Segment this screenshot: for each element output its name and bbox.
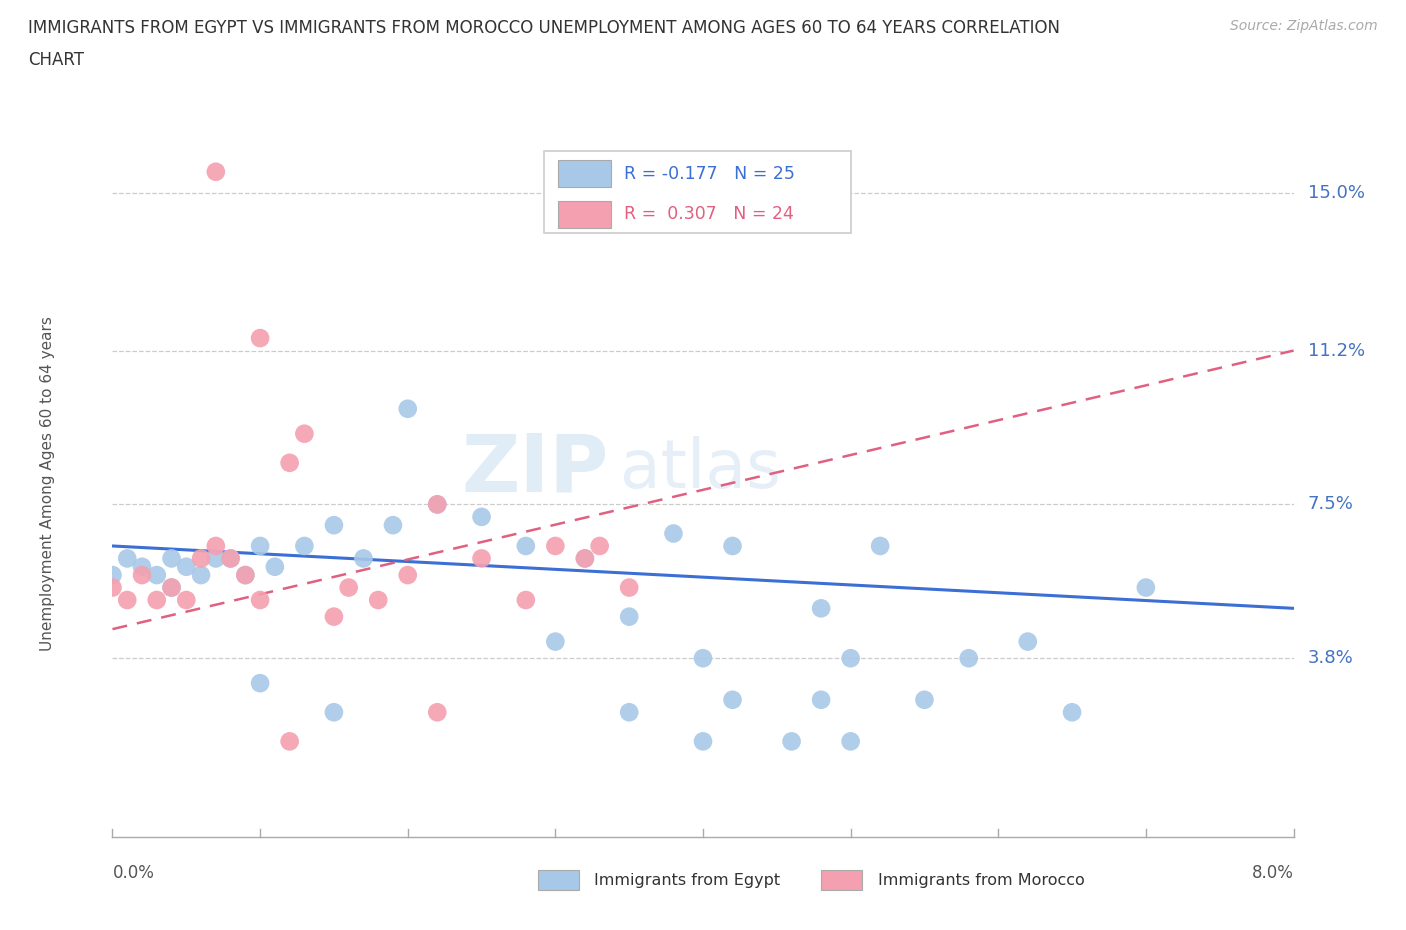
Point bbox=[219, 551, 242, 565]
Point bbox=[588, 538, 610, 553]
Point bbox=[117, 592, 138, 607]
Point bbox=[249, 538, 271, 553]
Text: atlas: atlas bbox=[620, 436, 782, 502]
Text: 11.2%: 11.2% bbox=[1308, 341, 1365, 360]
Point bbox=[810, 601, 832, 616]
Point bbox=[367, 592, 389, 607]
Point bbox=[264, 559, 287, 574]
Text: Source: ZipAtlas.com: Source: ZipAtlas.com bbox=[1230, 19, 1378, 33]
Point bbox=[1017, 634, 1039, 649]
Point bbox=[619, 609, 641, 624]
Point bbox=[619, 705, 641, 720]
Point bbox=[839, 734, 862, 749]
FancyBboxPatch shape bbox=[537, 870, 579, 890]
Text: 15.0%: 15.0% bbox=[1308, 183, 1365, 202]
Text: IMMIGRANTS FROM EGYPT VS IMMIGRANTS FROM MOROCCO UNEMPLOYMENT AMONG AGES 60 TO 6: IMMIGRANTS FROM EGYPT VS IMMIGRANTS FROM… bbox=[28, 19, 1060, 36]
Point bbox=[839, 651, 862, 666]
Point bbox=[146, 567, 169, 582]
Text: Immigrants from Morocco: Immigrants from Morocco bbox=[877, 872, 1084, 887]
Point bbox=[323, 705, 346, 720]
Point bbox=[160, 551, 183, 565]
FancyBboxPatch shape bbox=[821, 870, 862, 890]
Point bbox=[101, 567, 124, 582]
Point bbox=[692, 734, 714, 749]
Text: 3.8%: 3.8% bbox=[1308, 649, 1354, 667]
Point bbox=[471, 551, 494, 565]
Point bbox=[292, 426, 315, 441]
Text: 7.5%: 7.5% bbox=[1308, 496, 1354, 513]
Point bbox=[1135, 580, 1157, 595]
Point bbox=[131, 567, 153, 582]
Point bbox=[471, 510, 494, 525]
Point bbox=[190, 567, 212, 582]
Point bbox=[426, 497, 449, 512]
Point bbox=[219, 551, 242, 565]
Point bbox=[574, 551, 596, 565]
Point bbox=[869, 538, 891, 553]
FancyBboxPatch shape bbox=[558, 201, 610, 228]
Point bbox=[174, 559, 197, 574]
Point bbox=[337, 580, 360, 595]
Text: ZIP: ZIP bbox=[461, 431, 609, 509]
Point bbox=[721, 538, 744, 553]
Point bbox=[160, 580, 183, 595]
Point bbox=[692, 651, 714, 666]
Point bbox=[292, 538, 315, 553]
Point bbox=[780, 734, 803, 749]
Point bbox=[721, 692, 744, 707]
Point bbox=[160, 580, 183, 595]
Point bbox=[131, 559, 153, 574]
Point bbox=[233, 567, 256, 582]
Point bbox=[914, 692, 936, 707]
Point bbox=[233, 567, 256, 582]
Text: Immigrants from Egypt: Immigrants from Egypt bbox=[595, 872, 780, 887]
Point bbox=[117, 551, 138, 565]
Point bbox=[426, 497, 449, 512]
Text: 0.0%: 0.0% bbox=[112, 864, 155, 882]
Point bbox=[249, 592, 271, 607]
Point bbox=[515, 538, 537, 553]
Text: R = -0.177   N = 25: R = -0.177 N = 25 bbox=[624, 165, 794, 183]
Point bbox=[810, 692, 832, 707]
Text: R =  0.307   N = 24: R = 0.307 N = 24 bbox=[624, 206, 794, 223]
Point bbox=[174, 592, 197, 607]
Point bbox=[249, 676, 271, 691]
Point bbox=[352, 551, 374, 565]
Text: CHART: CHART bbox=[28, 51, 84, 69]
Point bbox=[146, 592, 169, 607]
Point bbox=[574, 551, 596, 565]
Point bbox=[544, 634, 567, 649]
Point bbox=[278, 734, 301, 749]
Point bbox=[515, 592, 537, 607]
FancyBboxPatch shape bbox=[544, 152, 851, 232]
FancyBboxPatch shape bbox=[558, 160, 610, 187]
Point bbox=[190, 551, 212, 565]
Point bbox=[1062, 705, 1084, 720]
Point bbox=[323, 609, 346, 624]
Point bbox=[205, 538, 228, 553]
Point bbox=[278, 456, 301, 471]
Point bbox=[544, 538, 567, 553]
Point bbox=[619, 580, 641, 595]
Point bbox=[249, 331, 271, 346]
Point bbox=[662, 526, 685, 541]
Point bbox=[957, 651, 980, 666]
Point bbox=[205, 551, 228, 565]
Point bbox=[205, 165, 228, 179]
Text: 8.0%: 8.0% bbox=[1251, 864, 1294, 882]
Point bbox=[396, 567, 419, 582]
Point bbox=[323, 518, 346, 533]
Point bbox=[101, 580, 124, 595]
Point bbox=[382, 518, 405, 533]
Point bbox=[396, 402, 419, 417]
Text: Unemployment Among Ages 60 to 64 years: Unemployment Among Ages 60 to 64 years bbox=[39, 316, 55, 651]
Point bbox=[426, 705, 449, 720]
